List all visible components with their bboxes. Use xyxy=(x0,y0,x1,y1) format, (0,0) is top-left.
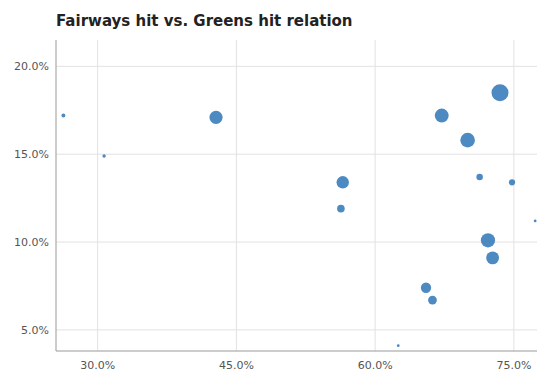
bubble xyxy=(509,179,515,185)
bubble xyxy=(337,205,345,213)
y-tick-label: 20.0% xyxy=(14,60,49,73)
bubble xyxy=(486,251,499,264)
bubble xyxy=(435,109,449,123)
bubble xyxy=(61,114,65,118)
y-grid-line xyxy=(56,329,537,330)
bubble xyxy=(476,174,483,181)
x-grid-line xyxy=(97,40,98,351)
bubble xyxy=(337,176,349,188)
bubble xyxy=(397,344,400,347)
y-tick-label: 10.0% xyxy=(14,236,49,249)
y-tick-label: 5.0% xyxy=(21,324,49,337)
x-tick-label: 45.0% xyxy=(219,359,254,372)
bubble xyxy=(534,220,537,223)
bubble xyxy=(460,133,475,148)
y-tick-label: 15.0% xyxy=(14,148,49,161)
bubble xyxy=(491,84,508,101)
x-tick-label: 60.0% xyxy=(358,359,393,372)
bubbles xyxy=(61,84,536,347)
y-grid-line xyxy=(56,242,537,243)
y-axis-line xyxy=(56,40,57,351)
chart-container: Fairways hit vs. Greens hit relation 30.0… xyxy=(0,0,553,383)
x-grid-line xyxy=(375,40,376,351)
grid xyxy=(56,40,537,351)
bubble xyxy=(102,154,105,157)
x-grid-line xyxy=(513,40,514,351)
tick-labels: 30.0% 45.0% 60.0% 75.0% 5.0% 10.0% 15.0% 20.0% xyxy=(14,60,531,372)
x-tick-label: 30.0% xyxy=(80,359,115,372)
bubble xyxy=(481,233,495,247)
bubble xyxy=(428,296,437,305)
y-grid-line xyxy=(56,66,537,67)
chart-svg: Fairways hit vs. Greens hit relation 30.0… xyxy=(0,0,553,383)
x-tick-label: 75.0% xyxy=(496,359,531,372)
bubble xyxy=(421,283,431,293)
x-axis-line xyxy=(56,351,537,352)
bubble xyxy=(209,111,222,124)
chart-title: Fairways hit vs. Greens hit relation xyxy=(56,12,353,30)
y-grid-line xyxy=(56,154,537,155)
x-grid-line xyxy=(236,40,237,351)
